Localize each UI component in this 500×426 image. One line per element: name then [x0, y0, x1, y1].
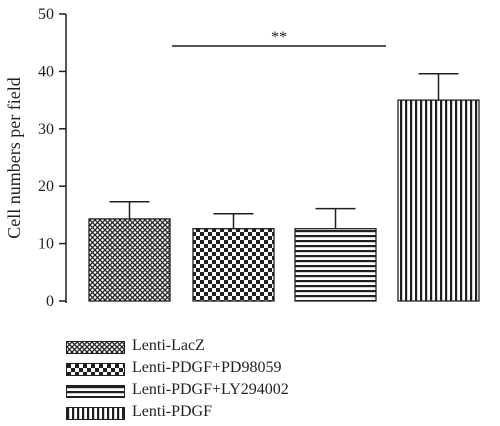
legend-label-lenti-pdgf-pd98059: Lenti-PDGF+PD98059	[132, 359, 282, 376]
legend-swatch-checker	[66, 363, 125, 376]
y-tick-label-40: 40	[38, 63, 54, 80]
y-axis-ticks: 0 10 20 30 40 50	[38, 6, 66, 310]
legend-swatch-vertical-lines	[66, 407, 125, 420]
legend-swatch-horizontal-lines	[66, 385, 125, 398]
bars-group	[88, 99, 480, 302]
legend-label-lenti-lacz: Lenti-LacZ	[132, 337, 205, 354]
bar-3	[294, 228, 377, 302]
y-tick-label-20: 20	[38, 178, 54, 195]
significance-label: **	[271, 29, 287, 46]
y-tick-label-50: 50	[38, 6, 54, 23]
y-tick-label-10: 10	[38, 236, 54, 253]
bar-1	[88, 218, 171, 302]
y-tick-label-30: 30	[38, 121, 54, 138]
bar-4	[397, 99, 480, 302]
y-tick-label-0: 0	[46, 293, 54, 310]
bar-chart: Cell numbers per field 0 10 20 30 40 50 **	[4, 6, 480, 310]
y-axis-title: Cell numbers per field	[4, 77, 24, 238]
legend-swatch-crosshatch	[66, 341, 125, 354]
error-bars-group	[109, 72, 459, 229]
bar-2	[192, 228, 275, 302]
legend-label-lenti-pdgf-ly294002: Lenti-PDGF+LY294002	[132, 381, 289, 398]
legend-label-lenti-pdgf: Lenti-PDGF	[132, 403, 212, 420]
